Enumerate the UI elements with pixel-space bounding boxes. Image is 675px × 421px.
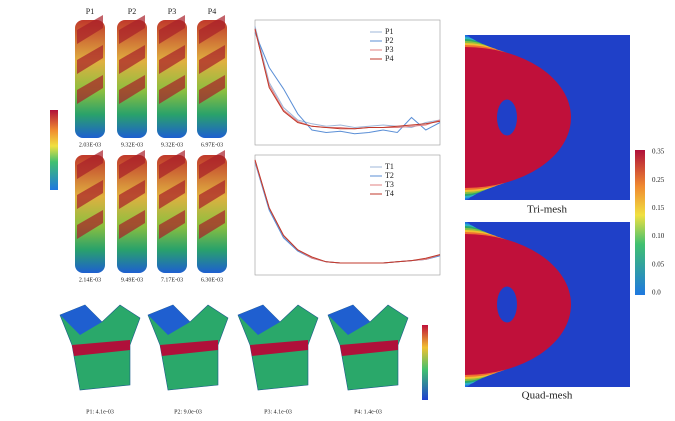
shape-label: P4: 1.4e-03 [354,409,382,415]
curve [255,33,440,134]
curve [255,162,440,263]
shape-label: P1: 4.1e-03 [86,409,114,415]
colorbar-tick: 0.25 [652,176,665,184]
shape-label: 9.49E-03 [121,277,143,283]
figure: Tri-mesh Quad-mesh P1 2.03E-03 2.14E-03 P2 9… [0,0,675,421]
legend-label: T1 [385,162,394,171]
curve [255,161,440,263]
column-header: P4 [208,7,216,16]
colorbar-tick: 0.10 [652,232,665,240]
shape-label: 9.32E-03 [121,142,143,148]
shape-label: 7.17E-03 [161,277,183,283]
curve [255,161,440,263]
colorbar [422,325,428,400]
curve [255,26,440,127]
shape-label: 6.30E-03 [201,277,223,283]
column-header: P2 [128,7,136,16]
legend-label: T3 [385,180,394,189]
shape-label: 2.14E-03 [79,277,101,283]
shape-label: 9.32E-03 [161,142,183,148]
contour-level [497,100,517,136]
legend-label: P3 [385,45,393,54]
legend-label: P2 [385,36,393,45]
colorbar-tick: 0.15 [652,204,665,212]
legend-label: T4 [385,189,394,198]
legend-label: T2 [385,171,394,180]
curve [255,29,440,129]
colorbar [635,150,645,295]
curve [255,30,440,129]
curve [255,160,440,263]
column-header: P3 [168,7,176,16]
shape-label: P2: 9.0e-03 [174,409,202,415]
colorbar-tick: 0.05 [652,260,665,268]
colorbar-tick: 0.0 [652,289,661,297]
colorbar-tick: 0.35 [652,148,665,156]
legend-label: P4 [385,54,393,63]
contour-level [497,287,517,323]
legend-label: P1 [385,27,393,36]
mesh-label: Quad-mesh [522,390,573,402]
colorbar [50,110,58,190]
column-header: P1 [86,7,94,16]
mesh-label: Tri-mesh [527,204,567,216]
plot-frame [255,155,440,275]
shape-label: 2.03E-03 [79,142,101,148]
shape-label: P3: 4.1e-03 [264,409,292,415]
shape-label: 6.97E-03 [201,142,223,148]
